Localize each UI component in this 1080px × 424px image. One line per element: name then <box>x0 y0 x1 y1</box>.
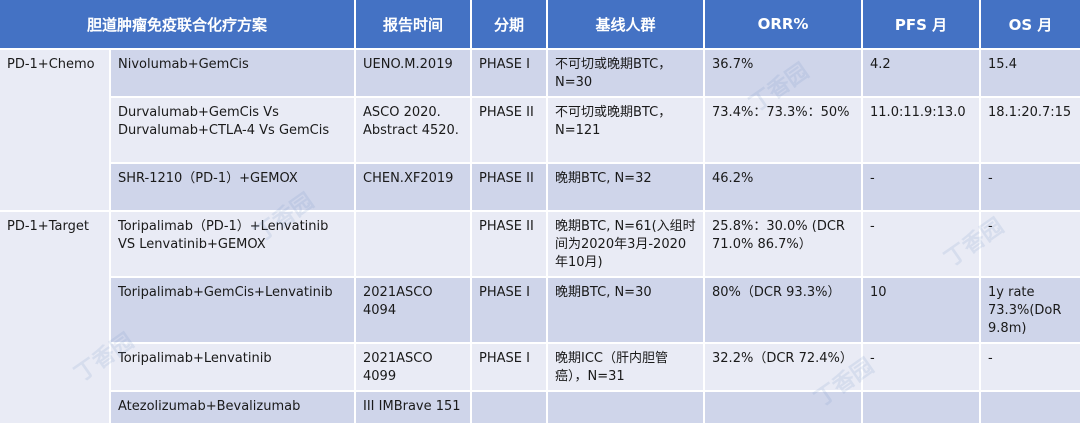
population-cell: 晚期BTC, N=32 <box>547 162 706 211</box>
orr-cell: 80%（DCR 93.3%） <box>704 276 864 343</box>
header-row: 胆道肿瘤免疫联合化疗方案 报告时间 分期 基线人群 ORR% PFS 月 OS … <box>0 0 1080 49</box>
table-row: SHR-1210（PD-1）+GEMOX CHEN.XF2019 PHASE I… <box>0 162 1080 211</box>
table-row: PD-1+Chemo Nivolumab+GemCis UENO.M.2019 … <box>0 48 1080 211</box>
orr-cell <box>704 390 864 423</box>
regimen-cell: Toripalimab+GemCis+Lenvatinib <box>110 276 357 343</box>
pfs-cell: - <box>862 342 982 391</box>
population-cell: 不可切或晚期BTC，N=121 <box>547 96 706 163</box>
orr-cell: 25.8%：30.0% (DCR 71.0% 86.7%） <box>704 210 864 277</box>
pfs-cell: - <box>862 210 982 277</box>
report-cell: III IMBrave 151 <box>355 390 473 423</box>
phase-cell: PHASE II <box>471 162 549 211</box>
phase-cell <box>471 390 549 423</box>
os-cell: - <box>980 342 1080 391</box>
regimen-cell: Toripalimab+Lenvatinib <box>110 342 357 391</box>
header-os: OS 月 <box>980 0 1080 49</box>
group-label-target: PD-1+Target <box>0 210 111 423</box>
regimen-cell: Durvalumab+GemCis Vs Durvalumab+CTLA-4 V… <box>110 96 357 163</box>
header-regimen: 胆道肿瘤免疫联合化疗方案 <box>0 0 357 49</box>
header-orr: ORR% <box>704 0 864 49</box>
table-row: Atezolizumab+Bevalizumab III IMBrave 151 <box>0 390 1080 423</box>
population-cell: 晚期BTC, N=30 <box>547 276 706 343</box>
group-label-chemo: PD-1+Chemo <box>0 48 111 211</box>
orr-cell: 73.4%：73.3%：50% <box>704 96 864 163</box>
header-pfs: PFS 月 <box>862 0 982 49</box>
header-phase: 分期 <box>471 0 549 49</box>
pfs-cell: 4.2 <box>862 48 982 97</box>
regimen-cell: Atezolizumab+Bevalizumab <box>110 390 357 423</box>
regimen-cell: Toripalimab（PD-1）+Lenvatinib VS Lenvatin… <box>110 210 357 277</box>
report-cell <box>355 210 473 277</box>
phase-cell: PHASE I <box>471 48 549 97</box>
phase-cell: PHASE I <box>471 276 549 343</box>
regimen-cell: Nivolumab+GemCis <box>110 48 357 97</box>
pfs-cell: 10 <box>862 276 982 343</box>
os-cell: 15.4 <box>980 48 1080 97</box>
table-row: Durvalumab+GemCis Vs Durvalumab+CTLA-4 V… <box>0 96 1080 163</box>
os-cell <box>980 390 1080 423</box>
table-row: Toripalimab+GemCis+Lenvatinib 2021ASCO 4… <box>0 276 1080 343</box>
phase-cell: PHASE I <box>471 342 549 391</box>
phase-cell: PHASE II <box>471 96 549 163</box>
pfs-cell <box>862 390 982 423</box>
population-cell: 不可切或晚期BTC，N=30 <box>547 48 706 97</box>
report-cell: 2021ASCO 4094 <box>355 276 473 343</box>
report-cell: 2021ASCO 4099 <box>355 342 473 391</box>
orr-cell: 36.7% <box>704 48 864 97</box>
population-cell <box>547 390 706 423</box>
report-cell: ASCO 2020. Abstract 4520. <box>355 96 473 163</box>
os-cell: - <box>980 210 1080 277</box>
pfs-cell: 11.0:11.9:13.0 <box>862 96 982 163</box>
regimen-cell: SHR-1210（PD-1）+GEMOX <box>110 162 357 211</box>
orr-cell: 46.2% <box>704 162 864 211</box>
population-cell: 晚期BTC, N=61(入组时间为2020年3月-2020年10月) <box>547 210 706 277</box>
table-row: Toripalimab+Lenvatinib 2021ASCO 4099 PHA… <box>0 342 1080 391</box>
pfs-cell: - <box>862 162 982 211</box>
os-cell: - <box>980 162 1080 211</box>
report-cell: UENO.M.2019 <box>355 48 473 97</box>
population-cell: 晚期ICC（肝内胆管癌），N=31 <box>547 342 706 391</box>
table-row: PD-1+Target Toripalimab（PD-1）+Lenvatinib… <box>0 210 1080 423</box>
header-population: 基线人群 <box>547 0 706 49</box>
phase-cell: PHASE II <box>471 210 549 277</box>
os-cell: 1y rate 73.3%(DoR 9.8m) <box>980 276 1080 343</box>
orr-cell: 32.2%（DCR 72.4%） <box>704 342 864 391</box>
report-cell: CHEN.XF2019 <box>355 162 473 211</box>
header-report-time: 报告时间 <box>355 0 473 49</box>
os-cell: 18.1:20.7:15 <box>980 96 1080 163</box>
